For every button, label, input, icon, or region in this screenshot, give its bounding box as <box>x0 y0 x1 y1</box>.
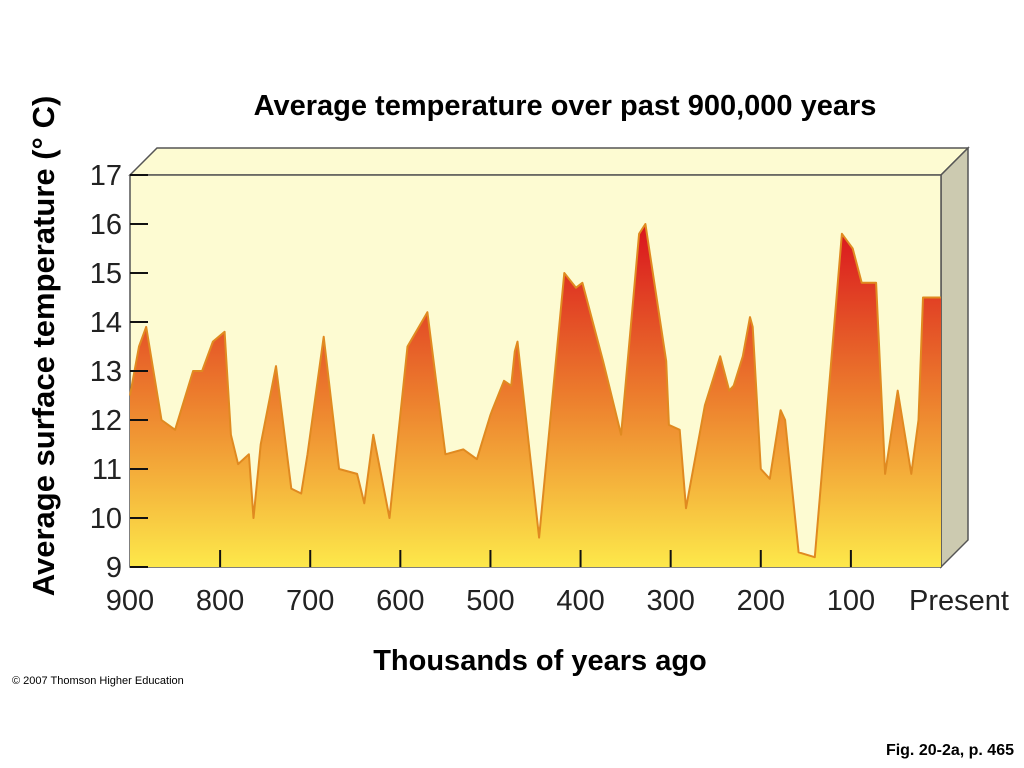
y-tick-label: 16 <box>90 209 122 241</box>
y-tick-label: 14 <box>90 307 122 339</box>
x-tick-label: 200 <box>737 585 785 617</box>
y-tick-label: 12 <box>90 405 122 437</box>
temperature-line <box>129 223 941 559</box>
x-tick-label: 100 <box>827 585 875 617</box>
y-axis: 9 10 11 12 13 14 15 16 17 <box>90 160 148 584</box>
chart-title: Average temperature over past 900,000 ye… <box>254 90 877 122</box>
y-tick-label: 10 <box>90 503 122 535</box>
y-tick-label: 15 <box>90 258 122 290</box>
x-tick-label: 400 <box>556 585 604 617</box>
copyright-text: © 2007 Thomson Higher Education <box>12 675 184 687</box>
y-tick-label: 11 <box>92 454 122 486</box>
x-tick-label: 600 <box>376 585 424 617</box>
x-tick-label: 800 <box>196 585 244 617</box>
x-tick-label: 500 <box>466 585 514 617</box>
figure-reference: Fig. 20-2a, p. 465 <box>885 742 1014 759</box>
y-tick-label: 13 <box>90 356 122 388</box>
x-axis: 900 800 700 600 500 400 300 200 100 Present <box>106 550 1009 617</box>
y-axis-label: Average surface temperature (° C) <box>26 96 61 597</box>
y-tick-label: 17 <box>90 160 122 192</box>
x-tick-label: 900 <box>106 585 154 617</box>
x-axis-label: Thousands of years ago <box>373 645 707 677</box>
x-tick-label: 300 <box>646 585 694 617</box>
x-tick-label: Present <box>909 585 1009 617</box>
temperature-area <box>130 224 941 567</box>
x-tick-label: 700 <box>286 585 334 617</box>
y-tick-label: 9 <box>106 552 122 584</box>
plot-top-face <box>128 147 970 176</box>
plot-side-face <box>940 146 969 569</box>
area-layer <box>129 223 941 567</box>
